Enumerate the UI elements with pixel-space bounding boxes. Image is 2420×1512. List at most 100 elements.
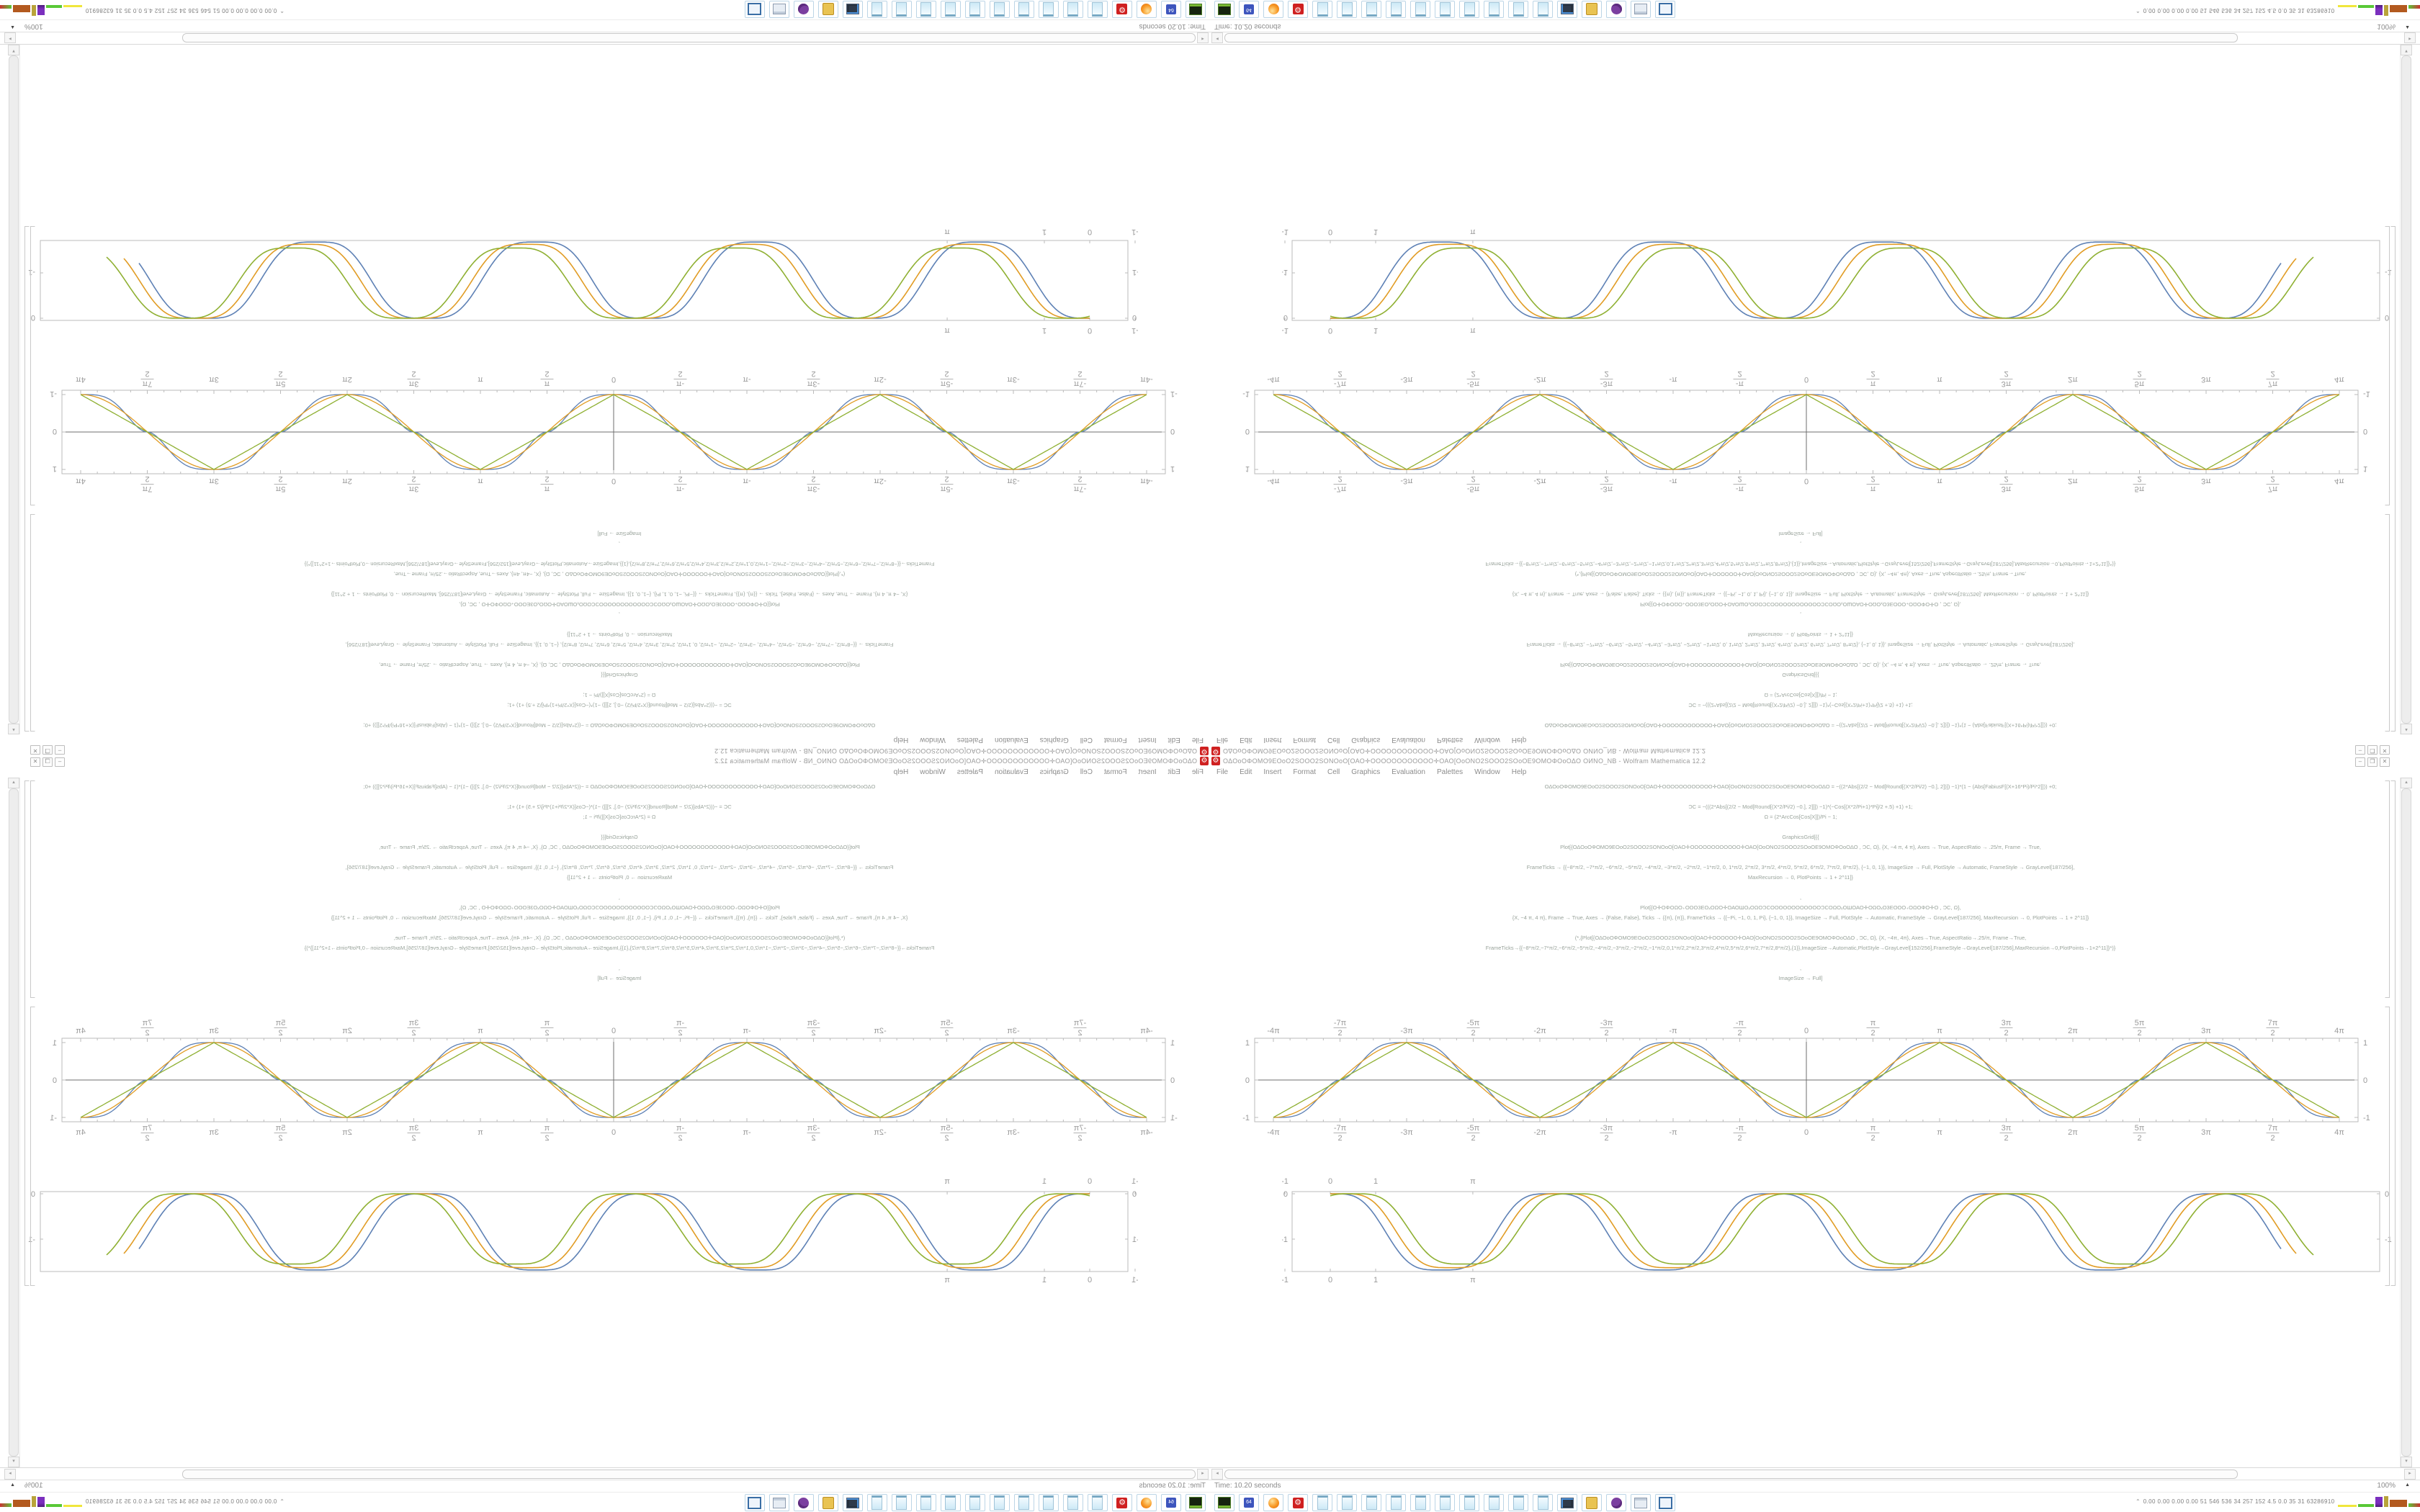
menu-insert[interactable]: Insert [1263,736,1282,744]
firefox-icon[interactable] [1263,1494,1283,1511]
folder-icon[interactable] [1582,1494,1602,1511]
notepad-icon[interactable] [941,1,961,18]
cell-bracket-input[interactable] [2385,780,2390,998]
scroll-up-icon[interactable]: ▴ [8,778,19,788]
vertical-scrollbar[interactable]: ▴ ▾ [2400,45,2412,734]
mathematica-icon[interactable]: ⚙ [1112,1494,1132,1511]
system-monitor[interactable]: ⌃ 0.00 0.00 0.00 0.00 51 546 536 34 257 … [0,5,284,17]
notepad-icon[interactable] [1088,1,1108,18]
menu-help[interactable]: Help [1511,736,1527,744]
window-titlebar[interactable]: ⚙ ΟΔΟοΟΦΟΜΟ9ΕΟοΟ2SΟΟΟ2SΟΝΟοΟ[ΟΑΟ✛ΟΟΟΟΟΟΟ… [0,745,1210,756]
window-titlebar[interactable]: ⚙ ΟΔΟοΟΦΟΜΟ9ΕΟοΟ2SΟΟΟ2SΟΝΟοΟ[ΟΑΟ✛ΟΟΟΟΟΟΟ… [1210,745,2420,756]
notepad-icon[interactable] [1014,1494,1034,1511]
notepad-icon[interactable] [1014,1,1034,18]
notepad-icon[interactable] [1312,1494,1332,1511]
printer-icon[interactable] [769,1,789,18]
window-titlebar[interactable]: ⚙ ΟΔΟοΟΦΟΜΟ9ΕΟοΟ2SΟΟΟ2SΟΝΟοΟ[ΟΑΟ✛ΟΟΟΟΟΟΟ… [0,756,1210,767]
notepad-icon[interactable] [1063,1494,1083,1511]
vertical-scrollbar[interactable]: ▴ ▾ [8,45,20,734]
minimize-button[interactable]: – [2355,745,2365,755]
notepad-icon[interactable] [1361,1,1381,18]
menu-cell[interactable]: Cell [1080,736,1093,744]
notepad-icon[interactable] [1337,1494,1357,1511]
menu-graphics[interactable]: Graphics [1351,736,1381,744]
menu-edit[interactable]: Edit [1240,736,1252,744]
notepad-icon[interactable] [990,1,1010,18]
scroll-down-icon[interactable]: ▾ [8,45,19,55]
terminal-icon[interactable] [1214,1494,1234,1511]
display-settings-icon[interactable] [843,1494,863,1511]
menu-evaluation[interactable]: Evaluation [995,736,1028,744]
menu-cell[interactable]: Cell [1080,768,1093,776]
vertical-scroll-thumb[interactable] [9,788,19,1457]
vertical-scrollbar[interactable]: ▴ ▾ [8,778,20,1467]
horizontal-scroll-thumb[interactable] [182,33,1196,42]
notebook-area[interactable]: ΟΔΟοΟΦΟΜΟ9ΕΟοΟ2SΟΟΟ2SΟΝΟοΟ[ΟΑΟ✛ΟΟΟΟΟΟΟΟΟ… [0,778,1210,1467]
scroll-right-icon[interactable]: ▸ [2404,32,2416,43]
terminal-icon[interactable] [1214,1,1234,18]
notepad-icon[interactable] [916,1,936,18]
menu-cell[interactable]: Cell [1327,768,1340,776]
magnification-value[interactable]: 100% [24,1482,43,1490]
scroll-down-icon[interactable]: ▾ [2401,45,2412,55]
cell-bracket-input[interactable] [30,514,35,732]
menu-palettes[interactable]: Palettes [956,736,983,744]
menu-help[interactable]: Help [893,768,909,776]
menu-window[interactable]: Window [920,768,946,776]
notepad-icon[interactable] [1386,1494,1406,1511]
scroll-left-icon[interactable]: ◂ [1211,1469,1223,1480]
menu-evaluation[interactable]: Evaluation [995,768,1028,776]
cell-bracket-outer[interactable] [24,226,30,732]
notepad-icon[interactable] [892,1,912,18]
notepad-icon[interactable] [941,1494,961,1511]
minimize-button[interactable]: – [55,745,65,755]
cell-bracket-outer[interactable] [2390,226,2396,732]
printer-icon[interactable] [769,1494,789,1511]
desktop-window-icon[interactable] [745,1,765,18]
vertical-scroll-thumb[interactable] [2401,55,2411,724]
sysmon-expand-icon[interactable]: ⌃ [2136,7,2141,14]
system-monitor[interactable]: ⌃ 0.00 0.00 0.00 0.00 51 546 536 34 257 … [0,1495,284,1507]
scroll-right-icon[interactable]: ▸ [4,32,16,43]
cell-bracket-outer[interactable] [24,780,30,1286]
notepad-icon[interactable] [1508,1494,1528,1511]
horizontal-scrollbar[interactable]: ◂ ▸ [1210,1467,2420,1480]
mathematica-icon[interactable]: ⚙ [1112,1,1132,18]
vertical-scroll-thumb[interactable] [2401,788,2411,1457]
horizontal-scrollbar[interactable]: ◂ ▸ [0,1467,1210,1480]
menu-help[interactable]: Help [1511,768,1527,776]
close-button[interactable]: ✕ [30,745,40,755]
notepad-icon[interactable] [990,1494,1010,1511]
notepad-icon[interactable] [1312,1,1332,18]
floppy-64-icon[interactable]: 64 [1239,1494,1259,1511]
display-settings-icon[interactable] [843,1,863,18]
magnification-value[interactable]: 100% [24,22,43,30]
cell-bracket-input[interactable] [2385,514,2390,732]
notepad-icon[interactable] [1386,1,1406,18]
magnification-caret-icon[interactable]: ▲ [2405,24,2410,30]
desktop-window-icon[interactable] [1655,1,1675,18]
folder-icon[interactable] [1582,1,1602,18]
cell-bracket-output[interactable] [30,1007,35,1286]
menu-cell[interactable]: Cell [1327,736,1340,744]
menu-palettes[interactable]: Palettes [1437,736,1464,744]
notepad-icon[interactable] [1533,1494,1553,1511]
notepad-icon[interactable] [965,1,985,18]
menu-file[interactable]: File [1216,736,1229,744]
restore-button[interactable]: ❐ [42,745,53,755]
menu-window[interactable]: Window [1474,768,1500,776]
menu-graphics[interactable]: Graphics [1351,768,1381,776]
restore-button[interactable]: ❐ [2367,757,2378,767]
menu-file[interactable]: File [1191,768,1204,776]
menu-insert[interactable]: Insert [1138,736,1157,744]
purple-app-icon[interactable] [1606,1,1626,18]
firefox-icon[interactable] [1137,1494,1157,1511]
notepad-icon[interactable] [1508,1,1528,18]
sysmon-expand-icon[interactable]: ⌃ [279,7,284,14]
menu-insert[interactable]: Insert [1138,768,1157,776]
scroll-right-icon[interactable]: ▸ [4,1469,16,1480]
notepad-icon[interactable] [1484,1494,1504,1511]
window-titlebar[interactable]: ⚙ ΟΔΟοΟΦΟΜΟ9ΕΟοΟ2SΟΟΟ2SΟΝΟοΟ[ΟΑΟ✛ΟΟΟΟΟΟΟ… [1210,756,2420,767]
horizontal-scrollbar[interactable]: ◂ ▸ [1210,32,2420,45]
cell-bracket-output[interactable] [30,226,35,505]
